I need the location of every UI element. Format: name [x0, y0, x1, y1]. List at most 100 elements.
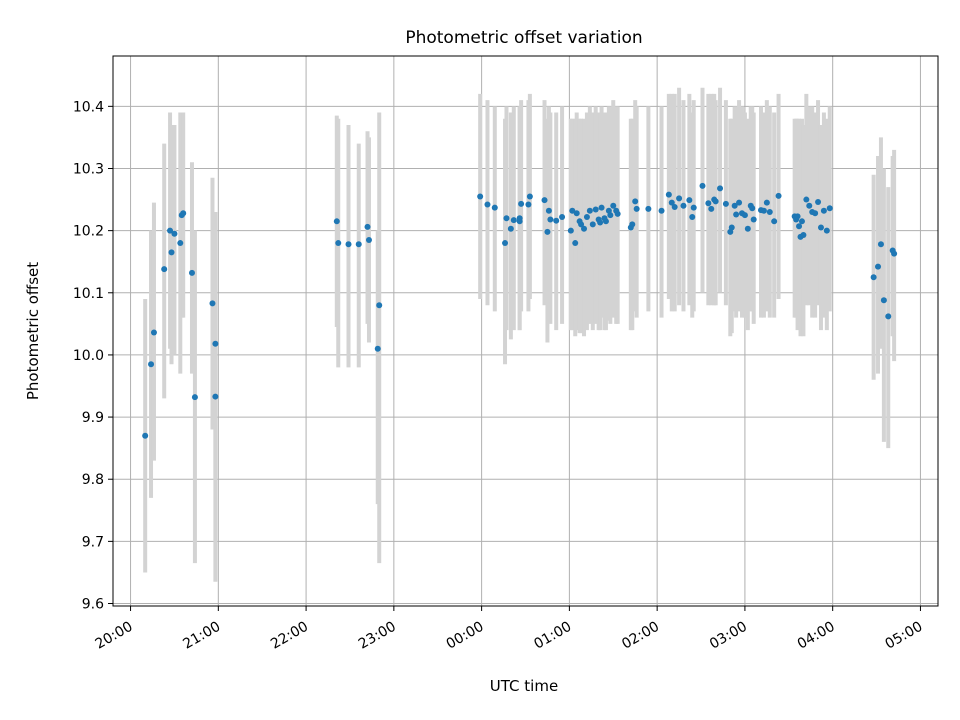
- data-point: [633, 205, 640, 212]
- data-point: [477, 193, 484, 200]
- data-point: [731, 202, 738, 209]
- data-point: [744, 225, 751, 232]
- data-point: [812, 210, 819, 217]
- data-point: [750, 216, 757, 223]
- y-tick-label: 9.8: [82, 472, 104, 488]
- y-tick-label: 9.9: [82, 410, 104, 426]
- x-tick-label: 23:00: [356, 619, 399, 653]
- x-tick-label: 01:00: [531, 619, 574, 653]
- error-bars: [143, 87, 897, 582]
- data-point: [686, 197, 693, 204]
- data-point: [171, 230, 178, 237]
- data-point: [806, 202, 813, 209]
- data-point: [766, 208, 773, 215]
- y-tick-label: 10.0: [73, 348, 104, 364]
- data-point: [589, 221, 596, 228]
- data-point: [544, 228, 551, 235]
- data-point: [510, 217, 517, 224]
- data-point: [826, 205, 833, 212]
- data-point: [629, 221, 636, 228]
- data-point: [699, 182, 706, 189]
- data-point: [728, 224, 735, 231]
- data-point: [333, 218, 340, 225]
- data-point: [559, 213, 566, 220]
- data-point: [602, 218, 609, 225]
- data-point: [355, 241, 362, 248]
- x-tick-label: 00:00: [444, 619, 487, 653]
- data-point: [875, 263, 882, 270]
- y-tick-label: 10.3: [73, 161, 104, 177]
- data-point: [717, 185, 724, 192]
- data-point: [712, 198, 719, 205]
- data-point: [507, 225, 514, 232]
- data-point: [708, 205, 715, 212]
- x-tick-label: 03:00: [707, 619, 750, 653]
- data-point: [525, 201, 532, 208]
- data-point: [484, 201, 491, 208]
- data-point: [610, 202, 617, 209]
- data-point: [177, 240, 184, 247]
- data-point: [597, 219, 604, 226]
- y-tick-label: 9.6: [82, 597, 104, 613]
- data-point: [581, 225, 588, 232]
- x-tick-label: 05:00: [882, 619, 925, 653]
- data-point: [365, 236, 372, 243]
- x-axis-ticks: 20:00 21:00 22:00 23:00 00:00 01:00 02:00 03:00…: [93, 606, 925, 653]
- data-point: [148, 361, 155, 368]
- data-point: [586, 207, 593, 214]
- data-point: [161, 266, 168, 273]
- x-tick-label: 21:00: [180, 619, 223, 653]
- data-point: [191, 394, 198, 401]
- data-points: [142, 182, 898, 439]
- data-point: [572, 240, 579, 247]
- x-tick-label: 04:00: [795, 619, 838, 653]
- data-point: [736, 199, 743, 206]
- data-point: [722, 200, 729, 207]
- data-point: [502, 240, 509, 247]
- data-point: [491, 204, 498, 211]
- data-point: [592, 206, 599, 213]
- data-point: [364, 223, 371, 230]
- data-point: [771, 218, 778, 225]
- data-point: [815, 199, 822, 206]
- data-point: [823, 227, 830, 234]
- y-tick-label: 9.7: [82, 534, 104, 550]
- data-point: [796, 223, 803, 230]
- data-point: [614, 210, 621, 217]
- data-point: [705, 200, 712, 207]
- data-point: [877, 241, 884, 248]
- data-point: [335, 240, 342, 247]
- data-point: [798, 218, 805, 225]
- data-point: [645, 205, 652, 212]
- x-tick-label: 02:00: [619, 619, 662, 653]
- y-axis-ticks: 9.6 9.7 9.8 9.9 10.0 10.1 10.2 10.3 10.4: [73, 99, 113, 613]
- data-point: [598, 204, 605, 211]
- data-point: [167, 227, 174, 234]
- data-point: [526, 193, 533, 200]
- data-point: [142, 432, 149, 439]
- data-point: [763, 199, 770, 206]
- data-point: [545, 207, 552, 214]
- data-point: [503, 215, 510, 222]
- data-point: [820, 207, 827, 214]
- data-point: [689, 213, 696, 220]
- data-point: [374, 345, 381, 352]
- data-point: [212, 340, 219, 347]
- data-point: [658, 207, 665, 214]
- data-point: [547, 216, 554, 223]
- data-point: [885, 313, 892, 320]
- data-point: [800, 231, 807, 238]
- data-point: [760, 207, 767, 214]
- y-tick-label: 10.4: [73, 99, 104, 115]
- data-point: [676, 195, 683, 202]
- data-point: [741, 212, 748, 219]
- data-point: [891, 250, 898, 257]
- data-point: [733, 211, 740, 218]
- data-point: [870, 274, 877, 281]
- data-point: [749, 205, 756, 212]
- data-point: [516, 215, 523, 222]
- data-point: [632, 198, 639, 205]
- data-point: [803, 196, 810, 203]
- data-point: [180, 210, 187, 217]
